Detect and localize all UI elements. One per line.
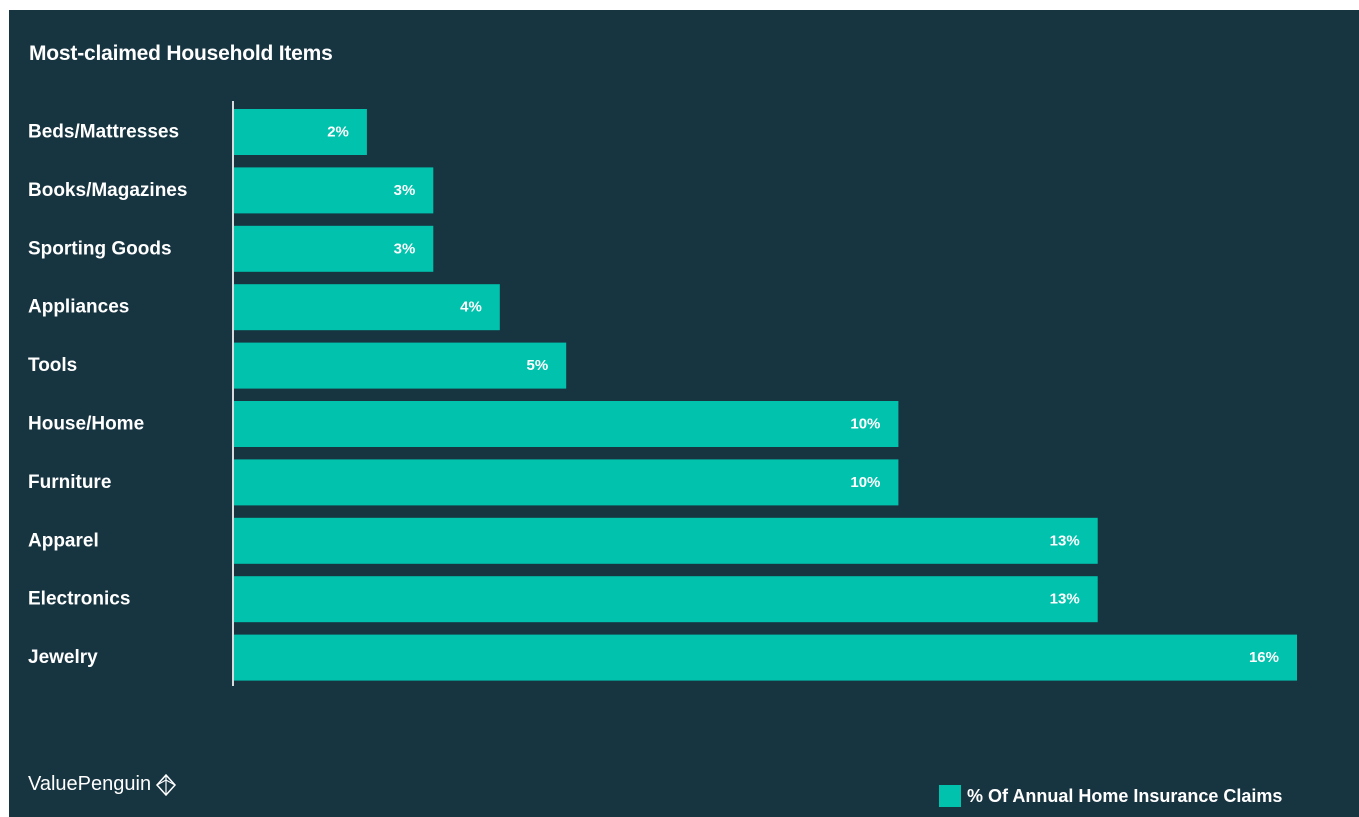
brand-logo: ValuePenguin	[28, 773, 177, 796]
bar-appliances	[234, 284, 500, 331]
data-label-furniture: 10%	[850, 474, 880, 491]
bar-electronics	[234, 576, 1098, 623]
category-label-furniture: Furniture	[28, 472, 111, 493]
bar-apparel	[234, 517, 1098, 564]
category-label-tools: Tools	[28, 355, 77, 376]
bar-sporting-goods	[234, 225, 434, 272]
bar-books-magazines	[234, 167, 434, 214]
data-label-sporting-goods: 3%	[394, 240, 416, 257]
category-label-appliances: Appliances	[28, 297, 129, 318]
bar-house-home	[234, 401, 899, 447]
data-label-tools: 5%	[527, 357, 549, 374]
brand-name: ValuePenguin	[28, 773, 152, 795]
bar-tools	[234, 342, 567, 389]
category-label-apparel: Apparel	[28, 530, 99, 551]
data-label-beds-mattresses: 2%	[327, 124, 349, 141]
category-label-books-magazines: Books/Magazines	[28, 180, 187, 201]
data-label-house-home: 10%	[850, 416, 880, 433]
legend: % Of Annual Home Insurance Claims	[939, 785, 1282, 807]
legend-label: % Of Annual Home Insurance Claims	[967, 785, 1283, 806]
data-label-apparel: 13%	[1050, 532, 1080, 549]
category-label-beds-mattresses: Beds/Mattresses	[28, 122, 179, 143]
category-label-house-home: House/Home	[28, 414, 144, 435]
legend-swatch	[939, 785, 961, 807]
data-label-books-magazines: 3%	[394, 182, 416, 199]
bar-furniture	[234, 459, 899, 506]
category-label-sporting-goods: Sporting Goods	[28, 238, 172, 259]
data-label-appliances: 4%	[460, 299, 482, 316]
category-label-jewelry: Jewelry	[28, 647, 98, 668]
valuepenguin-logo-icon	[155, 773, 177, 796]
category-label-electronics: Electronics	[28, 589, 130, 610]
data-label-jewelry: 16%	[1249, 649, 1279, 666]
bar-jewelry	[234, 634, 1297, 681]
data-label-electronics: 13%	[1050, 591, 1080, 608]
chart-title: Most-claimed Household Items	[29, 42, 333, 65]
bar-beds-mattresses	[234, 109, 367, 155]
